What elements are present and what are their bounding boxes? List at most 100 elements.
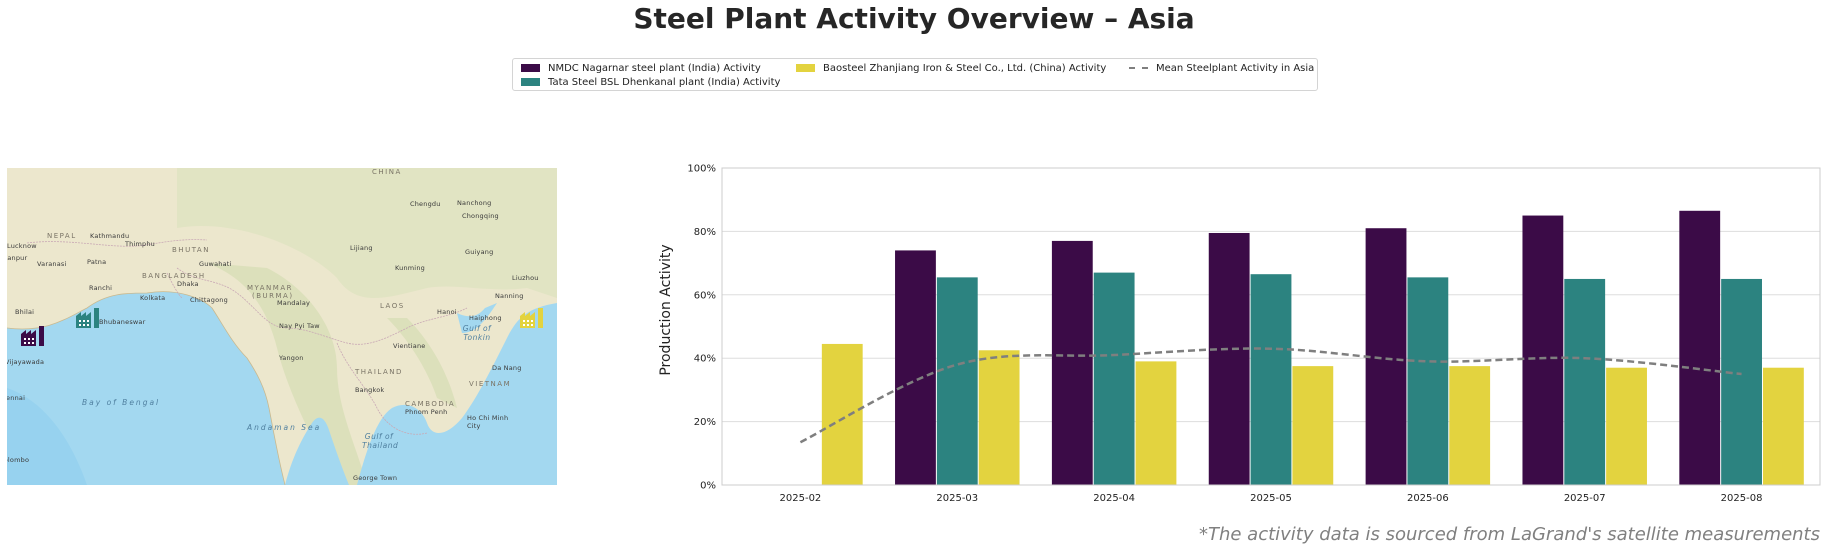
map-label-kanpur: Kanpur <box>7 254 28 262</box>
bar-baosteel-2025-02 <box>821 343 863 485</box>
x-tick-label: 2025-08 <box>1721 493 1763 504</box>
map-label-chennai: Chennai <box>7 394 26 402</box>
map-label-da-nang: Da Nang <box>492 364 522 372</box>
bar-baosteel-2025-07 <box>1606 367 1647 485</box>
plot-frame <box>721 167 1821 486</box>
bar-tata-2025-04 <box>1093 272 1135 485</box>
bar-nmdc-2025-08 <box>1679 210 1721 486</box>
legend-item-tata: Tata Steel BSL Dhenkanal plant (India) A… <box>521 75 780 89</box>
activity-bar-chart: 0% 20% 40% 60% 80% 100% 2025-02 2025-03 2025-04… <box>687 164 1821 504</box>
map-background <box>7 168 557 485</box>
x-tick-label: 2025-03 <box>936 493 978 504</box>
map-label-chongqing: Chongqing <box>462 212 499 220</box>
legend-swatch-tata <box>521 78 540 86</box>
x-axis-ticks: 2025-02 2025-03 2025-04 2025-05 2025-06 2025-… <box>780 493 1763 504</box>
legend-swatch-baosteel <box>796 64 815 72</box>
legend-swatch-nmdc <box>521 64 540 72</box>
x-tick-label: 2025-02 <box>780 493 822 504</box>
map-label-burma: (BURMA) <box>252 292 294 300</box>
map-label-bay-of-bengal: Bay of Bengal <box>82 398 161 407</box>
map-label-varanasi: Varanasi <box>37 260 67 268</box>
map-label-nepal: NEPAL <box>47 232 77 240</box>
bar-baosteel-2025-04 <box>1135 361 1177 485</box>
map-label-ho-chi-minh-city: Ho Chi Minh City <box>467 414 509 430</box>
y-axis-ticks: 0% 20% 40% 60% 80% 100% <box>687 164 716 492</box>
bar-tata-2025-06 <box>1407 277 1449 485</box>
map-label-bhutan: BHUTAN <box>172 246 210 254</box>
map-label-phnom-penh: Phnom Penh <box>405 408 448 416</box>
map-label-patna: Patna <box>87 258 107 266</box>
x-tick-label: 2025-06 <box>1407 493 1449 504</box>
map-label-bangkok: Bangkok <box>355 386 385 394</box>
map-label-chengdu: Chengdu <box>410 200 441 208</box>
bar-nmdc-2025-06 <box>1365 228 1407 485</box>
bar-baosteel-2025-03 <box>978 350 1020 485</box>
map-label-vientiane: Vientiane <box>393 342 426 350</box>
bar-baosteel-2025-06 <box>1449 366 1491 485</box>
map-label-kunming: Kunming <box>395 264 425 272</box>
map-label-guiyang: Guiyang <box>465 248 494 256</box>
map-label-ranchi: Ranchi <box>89 284 113 292</box>
map-label-thailand: THAILAND <box>355 368 403 376</box>
legend-item-nmdc: NMDC Nagarnar steel plant (India) Activi… <box>521 61 761 75</box>
legend-label-mean: Mean Steelplant Activity in Asia <box>1156 62 1315 74</box>
bar-nmdc-2025-07 <box>1522 215 1564 486</box>
map-label-andaman-sea: Andaman Sea <box>247 423 322 432</box>
y-tick-label: 80% <box>694 227 716 238</box>
map-label-vietnam: VIETNAM <box>469 380 512 388</box>
map-label-gulf-of-tonkin: Gulf of Tonkin <box>462 324 492 342</box>
map-label-nanning: Nanning <box>495 292 524 300</box>
data-source-footnote: *The activity data is sourced from LaGra… <box>1198 524 1820 545</box>
chart-legend: NMDC Nagarnar steel plant (India) Activi… <box>512 58 1318 91</box>
map-label-dhaka: Dhaka <box>177 280 199 288</box>
map-label-gulf-of-thailand: Gulf of Thailand <box>362 432 399 450</box>
bar-baosteel-2025-05 <box>1292 366 1334 485</box>
map-label-kathmandu: Kathmandu <box>90 232 130 240</box>
map-label-george-town: George Town <box>353 474 398 482</box>
map-label-yangon: Yangon <box>279 354 304 362</box>
bar-tata-2025-03 <box>936 277 978 485</box>
map-label-chittagong: Chittagong <box>190 296 228 304</box>
map-label-laos: LAOS <box>380 302 405 310</box>
map-label-cambodia: CAMBODIA <box>405 400 456 408</box>
map-label-haiphong: Haiphong <box>469 314 502 322</box>
map-label-bhilai: Bhilai <box>15 308 35 316</box>
page-title: Steel Plant Activity Overview – Asia <box>633 2 1195 35</box>
map-label-vijayawada: Vijayawada <box>7 358 45 366</box>
legend-item-mean: Mean Steelplant Activity in Asia <box>1129 61 1314 75</box>
map-label-bhubaneswar: Bhubaneswar <box>99 318 146 326</box>
map-label-hanoi: Hanoi <box>437 308 457 316</box>
bar-tata-2025-05 <box>1250 274 1292 485</box>
region-map: CHINA NEPAL BHUTAN BANGLADESH MYANMAR (B… <box>7 168 557 485</box>
y-tick-label: 0% <box>700 481 716 492</box>
factory-icon-baosteel <box>520 308 543 328</box>
map-label-lijiang: Lijiang <box>350 244 373 252</box>
x-tick-label: 2025-04 <box>1093 493 1135 504</box>
y-tick-label: 40% <box>694 354 716 365</box>
legend-label-nmdc: NMDC Nagarnar steel plant (India) Activi… <box>548 62 761 74</box>
bar-tata-2025-07 <box>1564 278 1606 485</box>
map-label-mandalay: Mandalay <box>277 299 311 307</box>
legend-label-tata: Tata Steel BSL Dhenkanal plant (India) A… <box>548 76 781 88</box>
bar-tata-2025-08 <box>1721 278 1762 485</box>
legend-dash-mean <box>1129 67 1148 69</box>
bar-nmdc-2025-04 <box>1051 240 1093 485</box>
bar-series <box>821 210 1804 486</box>
legend-label-baosteel: Baosteel Zhanjiang Iron & Steel Co., Ltd… <box>823 62 1107 74</box>
x-tick-label: 2025-05 <box>1250 493 1292 504</box>
bar-baosteel-2025-08 <box>1762 367 1804 485</box>
map-label-colombo: Colombo <box>7 456 30 464</box>
map-label-bangladesh: BANGLADESH <box>142 272 206 280</box>
x-tick-label: 2025-07 <box>1564 493 1606 504</box>
factory-icon-nmdc <box>21 326 44 346</box>
legend-item-baosteel: Baosteel Zhanjiang Iron & Steel Co., Ltd… <box>796 61 1106 75</box>
y-tick-label: 100% <box>687 164 716 175</box>
y-tick-label: 20% <box>694 417 716 428</box>
mean-activity-line <box>799 347 1742 444</box>
y-tick-label: 60% <box>694 290 716 301</box>
map-label-thimphu: Thimphu <box>125 240 155 248</box>
map-label-nanchong: Nanchong <box>457 199 492 207</box>
map-label-liuzhou: Liuzhou <box>512 274 539 282</box>
map-label-china: CHINA <box>372 168 402 176</box>
map-label-guwahati: Guwahati <box>199 260 232 268</box>
